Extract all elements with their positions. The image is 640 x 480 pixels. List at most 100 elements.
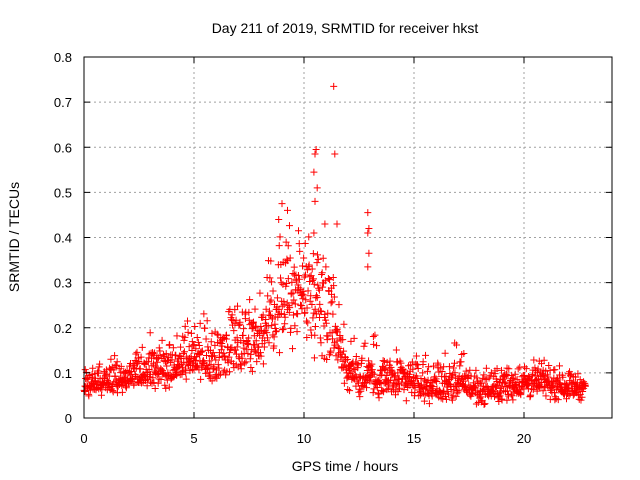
data-point [182,369,190,377]
data-point [386,357,394,365]
data-point [188,338,196,346]
data-point [486,372,494,380]
data-point [374,390,382,398]
data-point [350,334,358,342]
data-point [231,319,239,327]
data-point [285,222,293,230]
data-point [384,385,392,393]
data-point [268,321,276,329]
data-point [152,362,160,370]
data-point [235,321,243,329]
data-point [163,376,171,384]
data-point [288,278,296,286]
y-tick-label: 0 [65,411,72,426]
data-point [482,364,490,372]
data-point [540,356,548,364]
data-point [85,392,93,400]
data-point [533,375,541,383]
data-point [373,342,381,350]
data-point [312,146,320,154]
data-point [286,304,294,312]
data-point [496,384,504,392]
data-point [331,150,339,158]
data-point [322,263,330,271]
data-point [387,363,395,371]
data-point [180,348,188,356]
data-point [364,209,372,217]
data-point [277,310,285,318]
data-point [188,366,196,374]
data-point [422,351,430,359]
data-point [412,360,420,368]
data-point [474,399,482,407]
y-tick-label: 0.2 [54,321,72,336]
data-point [473,374,481,382]
data-point [381,365,389,373]
data-point [286,254,294,262]
data-point [178,363,186,371]
data-point [503,396,511,404]
data-point [562,380,570,388]
data-point [243,339,251,347]
data-point [396,384,404,392]
data-point [304,319,312,327]
data-point [376,378,384,386]
data-point [491,370,499,378]
data-point [393,380,401,388]
data-point [251,341,259,349]
data-point [405,373,413,381]
data-point [179,349,187,357]
data-point [198,347,206,355]
data-point [244,340,252,348]
data-point [230,327,238,335]
x-tick-label: 15 [407,431,421,446]
data-point [232,316,240,324]
data-point [226,349,234,357]
data-point [427,382,435,390]
data-point [262,315,270,323]
data-point [377,380,385,388]
data-point [301,309,309,317]
data-point [462,367,470,375]
data-point [215,371,223,379]
data-point [371,331,379,339]
data-point [452,392,460,400]
data-point [156,352,164,360]
data-point [313,293,321,301]
data-point [334,343,342,351]
data-point [193,333,201,341]
data-point [346,387,354,395]
data-point [294,272,302,280]
data-point [321,310,329,318]
data-point [232,346,240,354]
data-point [248,367,256,375]
data-point [158,336,166,344]
data-point [136,365,144,373]
data-point [300,291,308,299]
data-point [436,364,444,372]
data-point [198,364,206,372]
data-point [423,367,431,375]
data-point [395,374,403,382]
data-point [334,328,342,336]
data-point [502,382,510,390]
data-point [505,365,513,373]
data-point [530,356,538,364]
data-point [236,318,244,326]
data-point [251,305,259,313]
data-point [268,278,276,286]
data-point [527,385,535,393]
data-point [215,364,223,372]
data-point [245,334,253,342]
data-point [356,393,364,401]
data-point [509,396,517,404]
data-point [438,368,446,376]
data-point [192,356,200,364]
data-point [514,365,522,373]
data-point [180,336,188,344]
data-point [551,366,559,374]
y-axis-title: SRMTID / TECUs [6,182,22,292]
data-point [118,388,126,396]
data-point [364,263,372,271]
data-point [264,322,272,330]
